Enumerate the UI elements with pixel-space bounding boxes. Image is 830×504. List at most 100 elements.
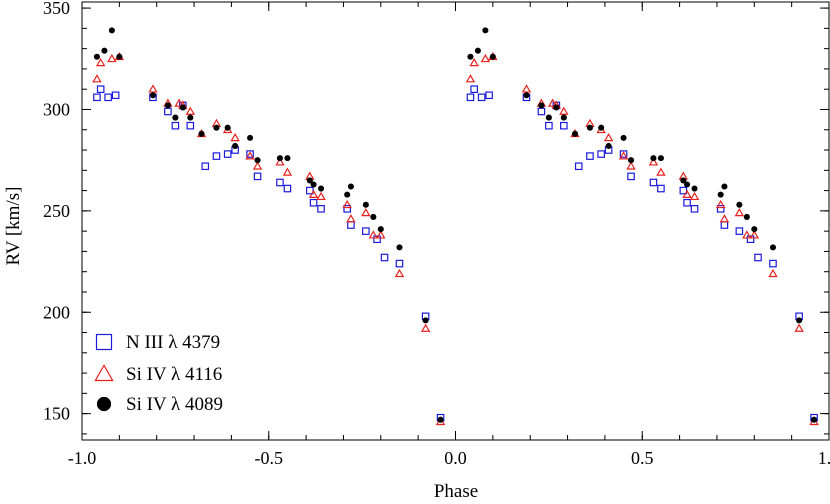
data-point-square [171, 121, 180, 130]
data-point-circle [318, 185, 325, 192]
data-point-square [470, 85, 478, 93]
legend-label: Si IV λ 4089 [126, 394, 223, 415]
data-point-circle [396, 244, 403, 251]
data-point-circle [811, 416, 818, 423]
data-point-triangle [719, 214, 730, 223]
data-point-circle [605, 142, 612, 150]
data-point-triangle [275, 157, 285, 166]
data-point-square [690, 205, 699, 213]
x-tick-label: 1.0 [818, 448, 830, 468]
data-point-circle [344, 191, 351, 198]
data-point-triangle [521, 84, 532, 93]
data-point-triangle [95, 57, 106, 67]
data-point-circle [247, 134, 254, 141]
data-point-triangle [308, 189, 319, 198]
data-point-square [309, 198, 318, 207]
data-point-square [276, 178, 284, 187]
data-point-square [720, 221, 729, 229]
data-point-triangle [480, 53, 491, 63]
data-point-triangle [174, 98, 184, 107]
y-tick-label: 350 [43, 0, 70, 18]
data-point-square [362, 227, 370, 235]
data-point-triangle [394, 268, 405, 278]
x-tick-label: 0.0 [444, 448, 467, 468]
data-point-circle [628, 157, 635, 164]
data-point-triangle [689, 191, 700, 201]
data-point-square [574, 162, 583, 171]
data-point-triangle [734, 207, 745, 217]
y-tick-label: 250 [43, 201, 70, 221]
data-point-circle [474, 47, 481, 54]
data-point-square [164, 107, 172, 116]
data-point-circle [422, 317, 429, 324]
data-point-square [347, 221, 355, 229]
data-point-square [380, 253, 389, 262]
data-point-circle [650, 155, 657, 162]
data-point-square [283, 184, 292, 193]
data-point-circle [482, 27, 489, 34]
data-point-circle [116, 53, 123, 60]
data-point-circle [164, 102, 171, 109]
legend-marker-triangle [94, 364, 114, 382]
data-point-circle [108, 27, 115, 34]
data-point-triangle [469, 57, 479, 67]
x-axis-label: Phase [434, 481, 478, 502]
data-point-square [466, 93, 475, 102]
data-point-square [683, 198, 691, 207]
data-point-square [395, 259, 404, 268]
data-point-circle [489, 53, 496, 60]
data-point-circle [198, 130, 205, 137]
data-point-square [754, 253, 762, 262]
data-point-circle [553, 104, 560, 111]
data-point-circle [284, 155, 291, 162]
data-point-circle [796, 317, 803, 324]
data-point-triangle [682, 189, 692, 198]
data-point-square [735, 227, 744, 235]
data-point-circle [721, 183, 728, 190]
data-point-circle [523, 92, 530, 99]
data-point-triangle [420, 323, 431, 332]
x-tick-label: -0.5 [255, 448, 284, 468]
data-point-square [537, 107, 546, 116]
data-point-triangle [245, 151, 255, 160]
data-point-triangle [626, 161, 636, 170]
data-point-circle [684, 181, 691, 188]
data-point-circle [538, 102, 545, 109]
data-point-circle [743, 213, 750, 220]
data-point-circle [620, 134, 627, 141]
data-point-circle [598, 124, 605, 131]
data-point-square [619, 150, 628, 158]
data-point-triangle [342, 199, 352, 209]
data-point-circle [224, 124, 231, 131]
data-point-triangle [316, 191, 326, 201]
data-point-square [253, 172, 262, 181]
data-point-triangle [547, 98, 558, 107]
data-point-circle [751, 226, 758, 233]
data-point-triangle [107, 53, 117, 63]
data-point-circle [736, 201, 743, 208]
data-point-triangle [742, 230, 752, 239]
data-point-circle [657, 155, 664, 162]
data-point-square [627, 172, 635, 181]
data-point-square [679, 186, 688, 195]
data-point-circle [717, 191, 724, 198]
data-point-circle [149, 92, 157, 99]
data-point-triangle [282, 167, 293, 176]
data-point-triangle [656, 167, 666, 176]
data-point-circle [306, 177, 313, 184]
data-point-square [201, 162, 210, 171]
legend-label: Si IV λ 4116 [126, 364, 222, 385]
data-point-square [223, 150, 232, 158]
data-point-triangle [794, 323, 804, 332]
data-point-triangle [559, 106, 569, 115]
data-point-circle [362, 201, 369, 208]
data-point-square [485, 91, 493, 100]
data-point-square [769, 259, 777, 268]
data-point-square [716, 205, 725, 213]
data-point-triangle [252, 161, 263, 170]
data-point-square [186, 121, 195, 130]
data-point-triangle [185, 106, 196, 115]
data-point-triangle [148, 84, 158, 93]
data-point-square [373, 235, 381, 244]
